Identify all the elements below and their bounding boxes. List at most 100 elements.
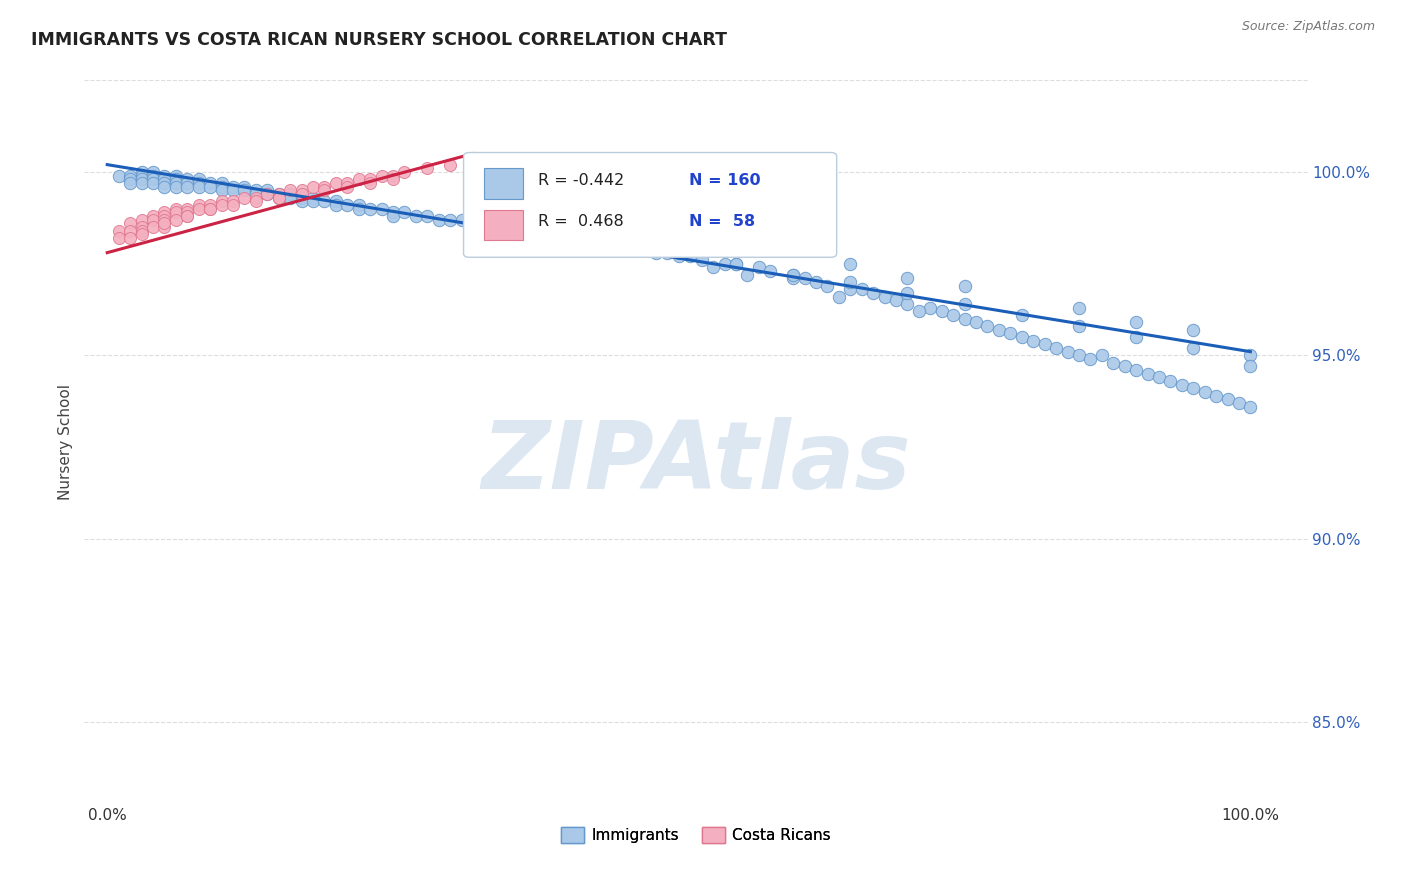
Point xyxy=(347,198,370,212)
Point xyxy=(862,285,884,300)
Point xyxy=(314,194,336,209)
Point xyxy=(908,304,931,318)
Point xyxy=(267,186,290,201)
Point xyxy=(1000,326,1022,341)
Point xyxy=(1011,330,1033,344)
Point xyxy=(131,227,153,242)
Point xyxy=(267,186,290,201)
Point xyxy=(165,169,187,183)
Point xyxy=(657,245,679,260)
Point xyxy=(211,176,233,190)
Point xyxy=(496,219,519,234)
Point xyxy=(953,297,976,311)
Point xyxy=(1056,344,1078,359)
Point xyxy=(541,227,564,242)
Point xyxy=(153,172,176,186)
Point xyxy=(187,202,209,216)
Point xyxy=(131,169,153,183)
Point xyxy=(198,176,221,190)
Point xyxy=(394,205,416,219)
Point xyxy=(610,238,633,252)
Point xyxy=(198,202,221,216)
Point xyxy=(187,176,209,190)
Point xyxy=(782,268,804,282)
Point xyxy=(370,202,392,216)
Point xyxy=(416,209,439,223)
FancyBboxPatch shape xyxy=(484,210,523,240)
Point xyxy=(325,198,347,212)
Point xyxy=(1091,348,1114,362)
Point xyxy=(176,176,198,190)
Point xyxy=(245,186,267,201)
Point xyxy=(131,212,153,227)
Point xyxy=(610,238,633,252)
Point xyxy=(599,238,621,252)
Point xyxy=(394,165,416,179)
Text: ZIPAtlas: ZIPAtlas xyxy=(481,417,911,509)
Point xyxy=(131,172,153,186)
Point xyxy=(1114,359,1136,374)
Point xyxy=(290,183,312,197)
Point xyxy=(1216,392,1239,407)
Point xyxy=(142,212,165,227)
Point xyxy=(107,169,129,183)
Point xyxy=(519,224,541,238)
Point xyxy=(370,169,392,183)
Point xyxy=(1125,330,1147,344)
Point xyxy=(828,290,851,304)
Point xyxy=(302,179,325,194)
Point xyxy=(713,257,735,271)
Point xyxy=(679,249,702,263)
Point xyxy=(359,176,381,190)
Point xyxy=(439,158,461,172)
Point xyxy=(153,212,176,227)
Point xyxy=(1182,341,1205,355)
Point xyxy=(1147,370,1170,384)
Point xyxy=(1011,308,1033,322)
Point xyxy=(485,219,508,234)
Point xyxy=(278,191,301,205)
Point xyxy=(702,260,724,275)
Point xyxy=(347,172,370,186)
Point xyxy=(165,205,187,219)
Point xyxy=(142,165,165,179)
Point xyxy=(176,202,198,216)
Point xyxy=(1125,315,1147,329)
Point xyxy=(176,179,198,194)
Point xyxy=(668,227,690,242)
Point xyxy=(1067,348,1090,362)
Point xyxy=(645,245,668,260)
Point xyxy=(233,191,256,205)
Point xyxy=(782,268,804,282)
Point xyxy=(153,205,176,219)
Point xyxy=(107,231,129,245)
Point xyxy=(336,198,359,212)
Point xyxy=(187,179,209,194)
Point xyxy=(621,242,644,256)
Point xyxy=(153,219,176,234)
Point xyxy=(131,176,153,190)
Point xyxy=(165,176,187,190)
Point xyxy=(953,311,976,326)
Point xyxy=(953,278,976,293)
Point xyxy=(131,224,153,238)
Point xyxy=(896,297,918,311)
Point xyxy=(1205,389,1227,403)
Point xyxy=(1239,400,1261,414)
Point xyxy=(748,260,770,275)
Point xyxy=(1033,337,1056,351)
Point xyxy=(120,169,142,183)
Point xyxy=(120,224,142,238)
Point xyxy=(1136,367,1159,381)
Point xyxy=(1159,374,1181,388)
Point xyxy=(496,224,519,238)
Legend: Immigrants, Costa Ricans: Immigrants, Costa Ricans xyxy=(555,822,837,849)
Point xyxy=(668,249,690,263)
Point xyxy=(165,212,187,227)
Point xyxy=(508,224,530,238)
Point xyxy=(165,172,187,186)
Text: N =  58: N = 58 xyxy=(689,214,755,229)
Point xyxy=(187,172,209,186)
Point xyxy=(405,209,427,223)
Point xyxy=(198,179,221,194)
